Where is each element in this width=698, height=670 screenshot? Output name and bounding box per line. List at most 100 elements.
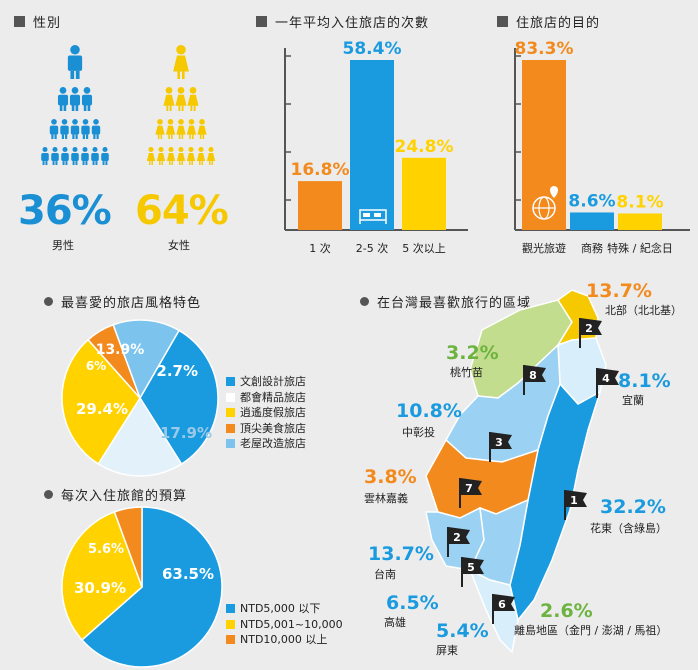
- legend-label: 老屋改造旅店: [240, 437, 306, 450]
- pie-slice-label: 17.9%: [160, 424, 212, 442]
- region-name: 中彰投: [402, 426, 435, 439]
- female-label: 女性: [168, 239, 190, 252]
- legend-swatch: [226, 619, 235, 629]
- pie-slice-label: 5.6%: [88, 542, 124, 557]
- region-percentage: 6.5%: [386, 592, 439, 614]
- rank-number: 5: [467, 561, 475, 574]
- pie-slice-label: 63.5%: [162, 565, 214, 583]
- region-name: 花東（含綠島）: [590, 522, 667, 535]
- person-icon: [166, 147, 176, 165]
- region-percentage: 8.1%: [618, 370, 671, 392]
- rank-number: 4: [602, 372, 610, 385]
- person-icon: [101, 147, 109, 165]
- person-icon: [186, 119, 197, 139]
- rank-flag-icon: 2: [579, 318, 602, 348]
- purpose-section-title: 住旅店的目的: [497, 12, 600, 31]
- legend-swatch: [226, 604, 235, 614]
- bar: [522, 60, 566, 230]
- region-percentage: 13.7%: [368, 543, 434, 565]
- legend-item: 逍遙度假旅店: [226, 405, 306, 421]
- legend-swatch: [226, 377, 235, 387]
- person-icon: [70, 119, 80, 139]
- bar-data-label: 83.3%: [515, 39, 574, 59]
- person-icon: [81, 147, 89, 165]
- person-icon: [81, 87, 93, 111]
- person-icon: [146, 147, 156, 165]
- person-icon: [173, 45, 189, 79]
- rank-flag-icon: 5: [461, 557, 484, 587]
- region-percentage: 32.2%: [600, 496, 666, 518]
- region-name: 雲林嘉義: [364, 492, 408, 505]
- pie-slice: [61, 510, 143, 641]
- pie-slice-label: 30.9%: [74, 579, 126, 597]
- gender-title-text: 性別: [33, 16, 62, 31]
- bar: [298, 181, 342, 230]
- rank-number: 1: [570, 494, 578, 507]
- dot-bullet-icon: [44, 490, 53, 499]
- bar: [402, 157, 446, 230]
- budget-section-title: 每次入住旅館的預算: [44, 485, 187, 504]
- legend-label: NTD10,000 以上: [240, 633, 328, 646]
- rank-flag-icon: 7: [459, 478, 482, 508]
- person-icon: [49, 119, 59, 139]
- gender-section-title: 性別: [14, 12, 61, 31]
- legend-swatch: [226, 423, 235, 433]
- person-icon: [69, 87, 81, 111]
- style-section-title: 最喜愛的旅店風格特色: [44, 292, 201, 311]
- bar-data-label: 8.6%: [568, 191, 615, 211]
- pie-slice: [80, 506, 223, 668]
- person-icon: [57, 87, 69, 111]
- legend-label: 都會精品旅店: [240, 390, 306, 404]
- region-name: 屏東: [436, 644, 458, 657]
- purpose-title-text: 住旅店的目的: [516, 16, 601, 31]
- person-icon: [60, 119, 69, 139]
- person-icon: [155, 119, 165, 139]
- bar-data-label: 24.8%: [395, 137, 454, 157]
- region-name: 高雄: [384, 616, 406, 629]
- person-icon: [196, 147, 206, 165]
- category-label: 2-5 次: [356, 241, 388, 255]
- person-icon: [187, 87, 199, 111]
- person-icon: [91, 147, 99, 165]
- region-percentage: 3.8%: [364, 466, 417, 488]
- category-label: 1 次: [309, 241, 331, 255]
- square-bullet-icon: [14, 16, 25, 27]
- category-label: 5 次以上: [402, 241, 446, 255]
- legend-item: NTD5,001~10,000: [226, 617, 343, 633]
- category-label: 特殊 / 紀念日: [607, 241, 673, 255]
- person-icon: [197, 119, 207, 139]
- bar: [570, 212, 614, 230]
- pie-slice-label: 13.9%: [96, 342, 145, 358]
- person-icon: [41, 147, 49, 165]
- legend-swatch: [226, 408, 235, 418]
- person-icon: [186, 147, 196, 165]
- budget-pie-chart: 63.5% 30.9% 5.6%: [61, 506, 223, 668]
- person-icon: [176, 119, 186, 139]
- frequency-bar-chart: 16.8% 1 次 58.4% 2-5 次 24.8% 5 次以上: [284, 39, 468, 255]
- female-people-pyramid: [146, 45, 216, 165]
- legend-item: NTD10,000 以上: [226, 632, 343, 648]
- rank-number: 7: [465, 482, 473, 495]
- legend-item: 都會精品旅店: [226, 390, 306, 406]
- rank-number: 8: [529, 369, 537, 382]
- legend-item: 老屋改造旅店: [226, 436, 306, 452]
- region-name: 北部（北北基）: [605, 304, 682, 317]
- category-label: 商務: [581, 241, 603, 255]
- rank-number: 2: [585, 322, 593, 335]
- region-name: 桃竹苗: [450, 366, 483, 379]
- rank-flag-icon: 2: [447, 527, 470, 557]
- person-icon: [67, 45, 83, 79]
- legend-item: NTD5,000 以下: [226, 601, 343, 617]
- style-title-text: 最喜愛的旅店風格特色: [61, 296, 202, 311]
- dot-bullet-icon: [360, 297, 369, 306]
- square-bullet-icon: [256, 16, 267, 27]
- region-section-title: 在台灣最喜歡旅行的區域: [360, 292, 531, 311]
- legend-label: 逍遙度假旅店: [240, 406, 306, 419]
- legend-label: NTD5,000 以下: [240, 602, 321, 615]
- globe-icon: [532, 186, 558, 220]
- rank-flag-icon: 4: [596, 368, 619, 398]
- person-icon: [163, 87, 175, 111]
- legend-label: NTD5,001~10,000: [240, 617, 343, 631]
- budget-legend: NTD5,000 以下 NTD5,001~10,000 NTD10,000 以上: [226, 601, 343, 648]
- pie-slice: [112, 319, 181, 400]
